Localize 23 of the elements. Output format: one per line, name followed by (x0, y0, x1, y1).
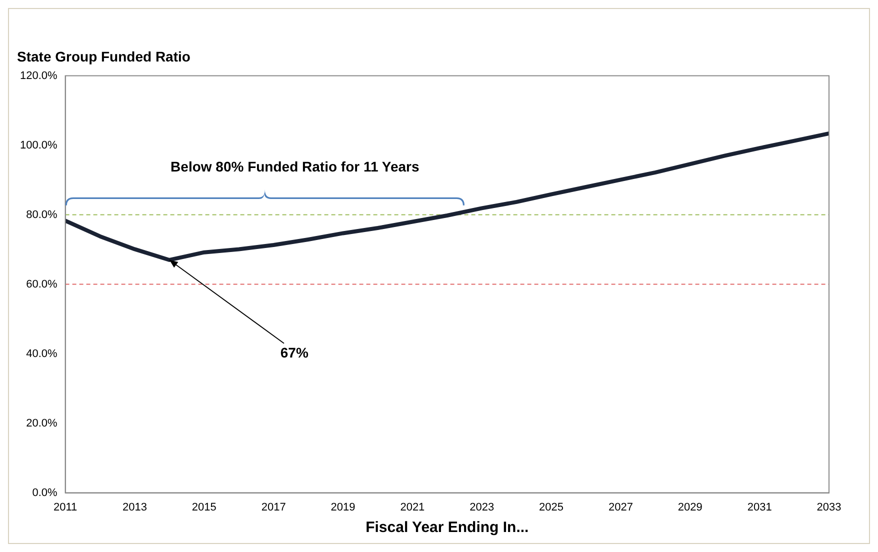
x-tick-label: 2033 (816, 501, 842, 514)
x-tick-label: 2031 (747, 501, 772, 514)
x-tick-label: 2017 (261, 501, 286, 514)
y-tick-label: 120.0% (20, 70, 58, 82)
x-tick-label: 2019 (330, 501, 356, 514)
annotation: Below 80% Funded Ratio for 11 Years (170, 158, 420, 175)
chart-title: State Group Funded Ratio (17, 48, 190, 64)
annotation: 67% (280, 344, 309, 361)
x-tick-label: 2021 (400, 501, 425, 514)
x-tick-label: 2013 (122, 501, 147, 514)
y-tick-label: 0.0% (32, 486, 58, 499)
x-tick-label: 2025 (539, 501, 564, 514)
y-tick-label: 80.0% (26, 208, 58, 221)
x-tick-label: 2015 (192, 501, 216, 514)
x-tick-label: 2027 (608, 501, 633, 514)
x-tick-label: 2011 (53, 501, 78, 514)
x-axis-title: Fiscal Year Ending In... (366, 519, 529, 536)
y-tick-label: 60.0% (26, 278, 58, 290)
x-tick-label: 2023 (470, 501, 494, 514)
y-tick-label: 20.0% (26, 417, 58, 430)
y-tick-label: 100.0% (20, 139, 58, 152)
x-tick-label: 2029 (678, 501, 702, 514)
y-tick-label: 40.0% (26, 348, 58, 360)
